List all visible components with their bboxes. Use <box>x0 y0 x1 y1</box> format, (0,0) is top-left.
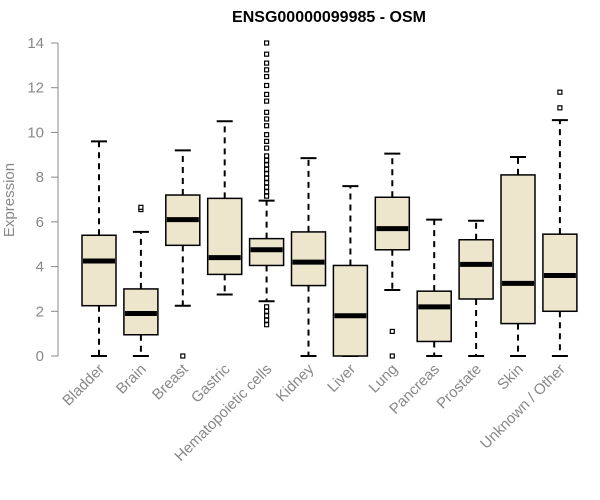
outlier-point <box>264 157 270 163</box>
outlier-point <box>264 184 270 190</box>
y-tick-label: 6 <box>36 214 44 231</box>
outlier-point <box>264 145 270 151</box>
outlier-point <box>264 308 270 314</box>
y-tick-label: 8 <box>36 169 44 186</box>
iqr-box <box>500 174 536 325</box>
category-label: Kidney <box>273 360 318 405</box>
outlier-point <box>264 193 270 199</box>
box-liver <box>332 185 369 357</box>
outlier-point <box>264 82 270 89</box>
iqr-box <box>416 290 452 343</box>
outlier-point <box>264 116 270 122</box>
outlier-point <box>264 51 270 57</box>
category-label: Prostate <box>433 361 485 413</box>
box-prostate <box>458 219 494 357</box>
box-skin <box>500 156 536 357</box>
outlier-point <box>264 60 270 66</box>
box-lung <box>374 152 411 359</box>
y-tick-label: 0 <box>36 348 44 365</box>
outlier-point <box>264 180 270 186</box>
axis-layer: 0 2 4 6 8 10 12 14 <box>27 35 59 365</box>
category-label: Breast <box>149 360 192 403</box>
outlier-point <box>264 189 270 195</box>
y-tick-label: 10 <box>27 124 44 141</box>
outlier-point <box>264 304 270 310</box>
category-label: Brain <box>113 361 150 398</box>
outlier-point <box>264 162 270 168</box>
outlier-point <box>264 91 270 98</box>
y-tick-label: 12 <box>27 80 44 97</box>
outlier-point <box>264 175 270 181</box>
outlier-point <box>180 353 186 359</box>
iqr-box <box>206 197 243 276</box>
iqr-box <box>374 196 411 251</box>
outlier-point <box>264 67 270 73</box>
y-tick-label: 4 <box>36 259 44 276</box>
outlier-point <box>264 123 270 129</box>
iqr-box <box>290 231 327 287</box>
outlier-point <box>264 317 270 323</box>
outlier-point <box>138 204 144 210</box>
box-breast <box>165 149 201 359</box>
outlier-point <box>389 328 395 335</box>
outlier-point <box>264 166 270 172</box>
box-kidney <box>290 157 327 357</box>
box-gastric <box>206 120 243 296</box>
outlier-point <box>264 132 270 138</box>
outlier-point <box>389 353 395 359</box>
category-label: Bladder <box>59 361 108 410</box>
box-pancreas <box>416 218 452 357</box>
category-label: Lung <box>366 361 402 397</box>
outlier-point <box>264 313 270 319</box>
outlier-point <box>264 98 270 104</box>
outlier-point <box>264 73 270 80</box>
box-brain <box>123 204 159 357</box>
outlier-point <box>264 322 270 328</box>
box-bladder <box>81 140 117 357</box>
iqr-box <box>542 233 578 313</box>
outlier-point <box>557 105 563 111</box>
y-tick-label: 14 <box>27 35 44 52</box>
outlier-point <box>264 40 270 46</box>
outlier-point <box>264 109 270 115</box>
outlier-point <box>264 153 270 159</box>
y-tick-label: 2 <box>36 303 44 320</box>
iqr-box <box>332 264 369 357</box>
iqr-box <box>81 234 117 307</box>
category-label: Liver <box>324 361 359 396</box>
box-layer <box>81 40 578 359</box>
category-label: Skin <box>494 361 527 394</box>
box-hematopoietic-cells <box>248 40 285 328</box>
outlier-point <box>557 89 563 95</box>
outlier-point <box>264 171 270 177</box>
chart-title: ENSG00000099985 - OSM <box>232 9 426 26</box>
box-unknown-other <box>542 89 578 357</box>
outlier-point <box>264 138 270 144</box>
iqr-box <box>458 238 494 300</box>
y-axis-label: Expression <box>1 163 18 237</box>
